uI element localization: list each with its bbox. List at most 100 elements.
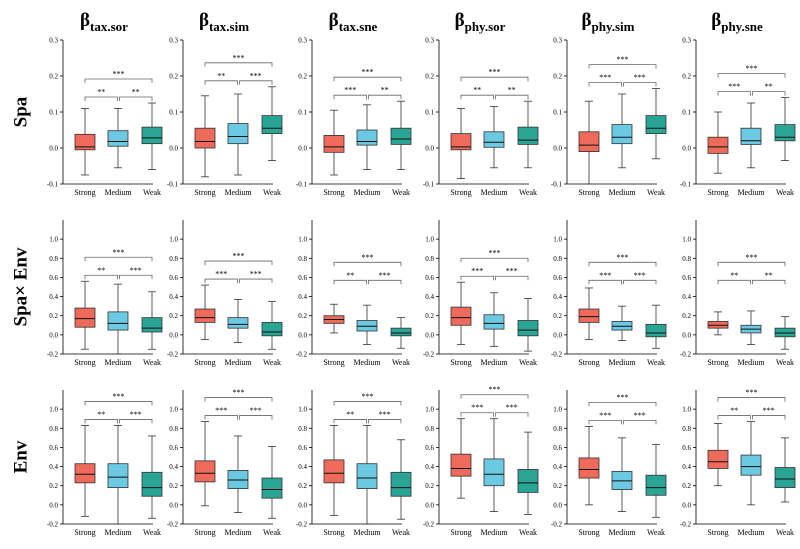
significance-bracket — [204, 80, 238, 85]
significance-bracket — [368, 419, 402, 424]
y-tick-label: -0.1 — [47, 181, 59, 189]
box — [578, 131, 600, 153]
x-tick-label: Medium — [480, 528, 508, 537]
box — [517, 126, 539, 145]
x-tick-label: Medium — [480, 358, 508, 367]
y-tick-label: -0.2 — [296, 351, 308, 359]
significance-label: *** — [113, 248, 125, 257]
box — [578, 457, 600, 479]
y-tick-label: 0.3 — [682, 37, 691, 45]
column-title: βtax.sne — [329, 10, 378, 34]
row-label: Env — [10, 440, 31, 473]
box — [390, 471, 412, 497]
significance-bracket — [84, 401, 153, 406]
y-tick-label: 0.2 — [553, 73, 562, 81]
significance-bracket — [368, 279, 402, 285]
y-tick-label: 0.3 — [49, 37, 58, 45]
x-tick-label: Medium — [224, 188, 252, 197]
significance-bracket — [84, 78, 153, 83]
y-tick-label: 0.0 — [553, 145, 562, 153]
y-tick-label: 0.0 — [49, 501, 58, 509]
y-tick-label: 0.8 — [169, 255, 178, 263]
column-title-base: β — [199, 10, 209, 31]
significance-bracket — [495, 275, 529, 281]
box — [578, 308, 600, 323]
y-tick-label: 1.0 — [682, 236, 691, 244]
significance-bracket — [204, 397, 273, 402]
x-tick-label: Medium — [104, 528, 132, 537]
y-tick-label: 1.0 — [553, 406, 562, 414]
y-tick-label: 0.0 — [682, 331, 691, 339]
box — [323, 459, 345, 484]
y-tick-label: 0.4 — [682, 463, 691, 471]
row-label: Spa× Env — [10, 247, 31, 326]
y-tick-label: 1.0 — [169, 406, 178, 414]
x-tick-label: Weak — [647, 358, 665, 367]
y-tick-label: 0.2 — [298, 482, 307, 490]
y-tick-label: 0.0 — [169, 331, 178, 339]
y-tick-label: 0.8 — [169, 425, 178, 433]
significance-bracket — [239, 278, 273, 284]
x-tick-label: Weak — [647, 528, 665, 537]
significance-bracket — [588, 401, 657, 407]
box — [74, 307, 96, 328]
significance-label: *** — [362, 253, 374, 262]
significance-bracket — [588, 279, 622, 285]
x-tick-label: Weak — [263, 358, 281, 367]
significance-label: ** — [381, 86, 389, 95]
y-tick-label: 0.8 — [49, 255, 58, 263]
y-tick-label: 0.8 — [425, 425, 434, 433]
x-tick-label: Weak — [143, 358, 161, 367]
x-tick-label: Weak — [519, 358, 537, 367]
y-tick-label: 0.6 — [553, 274, 562, 282]
significance-label: *** — [379, 271, 391, 280]
box — [483, 314, 505, 330]
significance-label: ** — [97, 410, 105, 419]
x-tick-label: Strong — [450, 188, 471, 197]
significance-bracket — [752, 279, 786, 285]
significance-bracket — [717, 279, 751, 285]
x-tick-label: Strong — [323, 528, 344, 537]
significance-bracket — [460, 94, 494, 100]
y-tick-label: -0.2 — [423, 521, 435, 529]
x-tick-label: Weak — [776, 528, 794, 537]
x-tick-label: Strong — [707, 188, 728, 197]
y-tick-label: 1.0 — [298, 406, 307, 414]
significance-label: ** — [132, 88, 140, 97]
significance-label: *** — [634, 411, 646, 420]
significance-label: *** — [617, 55, 629, 64]
significance-label: *** — [379, 410, 391, 419]
panel: -0.2 0.0 0.2 0.4 0.6 0.8 1.0 Strong Medium Weak **… — [423, 220, 539, 367]
y-tick-label: 0.2 — [425, 312, 434, 320]
y-tick-label: -0.1 — [167, 181, 179, 189]
x-tick-label: Medium — [353, 528, 381, 537]
y-tick-label: 0.1 — [169, 109, 178, 117]
x-tick-label: Strong — [707, 528, 728, 537]
y-tick-label: 0.8 — [49, 425, 58, 433]
y-tick-label: 0.0 — [425, 145, 434, 153]
significance-bracket — [204, 415, 238, 420]
y-tick-label: 0.2 — [553, 482, 562, 490]
y-tick-label: 0.4 — [169, 463, 178, 471]
significance-label: *** — [250, 71, 262, 80]
significance-label: *** — [362, 68, 374, 77]
y-tick-label: 0.2 — [49, 482, 58, 490]
box — [261, 115, 283, 134]
column-title: βtax.sor — [80, 10, 128, 34]
panel: -0.2 0.0 0.2 0.4 0.6 0.8 1.0 Strong Medium Weak **… — [680, 220, 796, 367]
significance-label: *** — [215, 270, 227, 279]
x-tick-label: Strong — [194, 528, 215, 537]
significance-label: *** — [599, 73, 611, 82]
y-tick-label: 0.1 — [49, 109, 58, 117]
box — [107, 463, 129, 489]
y-tick-label: 0.2 — [682, 312, 691, 320]
column-title-subscript: phy.sim — [592, 19, 635, 34]
significance-label: *** — [728, 82, 740, 91]
significance-bracket — [333, 261, 402, 267]
y-tick-label: 0.2 — [49, 73, 58, 81]
x-tick-label: Weak — [776, 358, 794, 367]
box — [194, 308, 216, 323]
